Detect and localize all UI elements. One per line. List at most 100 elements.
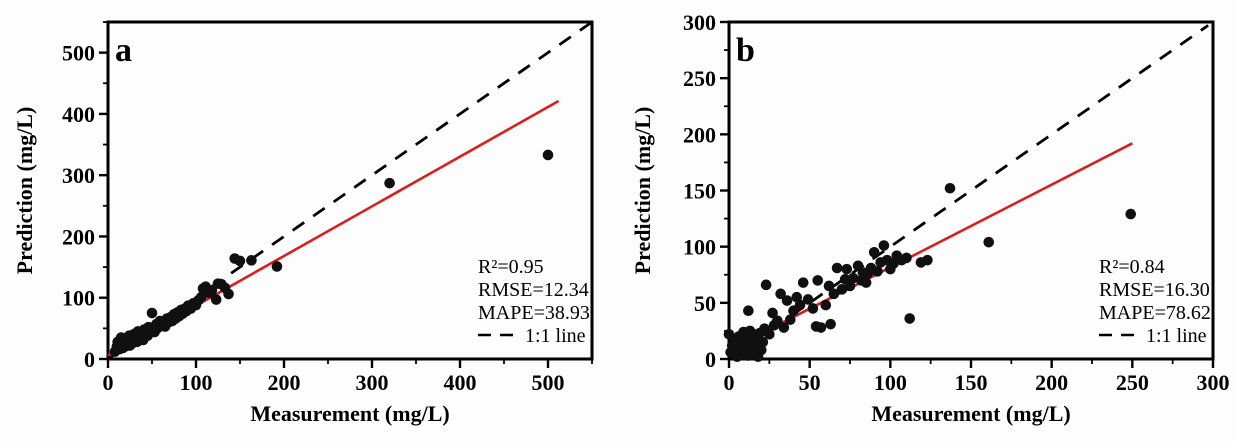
data-point [878, 240, 890, 251]
data-point [778, 322, 790, 333]
scatter-points [723, 182, 1137, 363]
x-tick-label: 0 [724, 370, 735, 395]
rmse-value: RMSE=12.34 [478, 279, 589, 301]
x-tick-label: 200 [1035, 370, 1068, 395]
minor-ticks [724, 49, 1174, 364]
legend-line-label: 1:1 line [525, 325, 586, 347]
data-point [760, 279, 772, 291]
data-point [868, 246, 880, 258]
data-point [271, 261, 283, 272]
y-axis-title: Prediction (mg/L) [630, 107, 655, 275]
data-point [767, 307, 778, 319]
data-point [775, 288, 786, 300]
mape-value: MAPE=38.93 [478, 302, 590, 324]
y-tick-label: 200 [62, 224, 95, 249]
x-tick-label: 400 [444, 370, 477, 395]
legend-line-label: 1:1 line [1146, 325, 1207, 347]
data-point [542, 149, 554, 161]
x-tick-label: 500 [532, 370, 565, 395]
data-point [794, 299, 806, 311]
x-axis-title: Measurement (mg/L) [250, 401, 449, 426]
data-point [807, 303, 819, 314]
data-point [841, 263, 853, 275]
tick-labels: 0 100 200 300 400 500 0 100 200 300 400 500 [62, 41, 565, 395]
r-squared-value: R²=0.84 [1099, 256, 1165, 278]
scatter-points [109, 149, 554, 357]
data-point [815, 322, 827, 333]
identity-line [728, 24, 1209, 361]
y-tick-label: 300 [62, 163, 95, 188]
x-tick-label: 150 [955, 370, 988, 395]
rmse-value: RMSE=16.30 [1099, 279, 1210, 301]
data-point [210, 294, 222, 305]
data-point [764, 328, 775, 340]
data-point [944, 182, 956, 194]
y-tick-label: 0 [84, 347, 95, 372]
data-point [146, 307, 158, 319]
data-point [860, 277, 872, 288]
y-tick-label: 0 [705, 347, 716, 372]
x-tick-label: 0 [103, 370, 114, 395]
data-point [802, 294, 814, 305]
y-tick-label: 150 [683, 179, 716, 204]
data-point [755, 344, 767, 356]
data-point [195, 291, 207, 303]
data-point [1125, 208, 1137, 220]
panel-a-chart: 0 100 200 300 400 500 0 100 200 300 400 500 Measurem… [12, 20, 594, 426]
y-tick-label: 300 [683, 10, 716, 35]
data-point [757, 336, 769, 348]
data-point [812, 275, 824, 286]
data-point [831, 262, 843, 274]
y-tick-label: 50 [694, 291, 716, 316]
panel-b-chart: 0 50 100 150 200 250 300 0 50 100 150 200 250 300 Meas… [630, 10, 1230, 426]
x-tick-label: 300 [1197, 370, 1230, 395]
panel-b: 0 50 100 150 200 250 300 0 50 100 150 200 250 300 Meas… [618, 0, 1236, 442]
data-point [823, 280, 835, 292]
tick-labels: 0 50 100 150 200 250 300 0 50 100 150 200 250 300 [683, 10, 1230, 395]
major-ticks [99, 51, 550, 368]
data-point [234, 255, 246, 267]
x-tick-label: 200 [268, 370, 301, 395]
data-point [772, 315, 783, 327]
y-axis-title: Prediction (mg/L) [12, 107, 37, 275]
x-tick-label: 50 [799, 370, 821, 395]
y-tick-label: 400 [62, 102, 95, 127]
data-point [797, 277, 809, 288]
data-point [922, 254, 933, 266]
x-tick-label: 100 [180, 370, 213, 395]
x-tick-label: 300 [356, 370, 389, 395]
r-squared-value: R²=0.95 [478, 256, 544, 278]
data-point [836, 284, 848, 295]
data-point [872, 266, 883, 277]
data-point [223, 288, 234, 300]
fit-line [728, 142, 1133, 352]
panel-letter: b [736, 32, 755, 69]
y-tick-label: 250 [683, 66, 716, 91]
panel-letter: a [115, 32, 132, 69]
data-point [206, 285, 218, 296]
data-point [901, 252, 912, 264]
plot-box [106, 20, 594, 361]
x-tick-label: 100 [874, 370, 907, 395]
data-point [781, 295, 793, 306]
major-ticks [720, 20, 1215, 368]
data-point [785, 314, 796, 325]
data-point [384, 177, 395, 189]
y-tick-label: 100 [62, 286, 95, 311]
minor-ticks [103, 21, 593, 364]
data-point [847, 272, 859, 284]
x-tick-label: 250 [1116, 370, 1149, 395]
data-point [825, 318, 836, 330]
y-tick-label: 200 [683, 122, 716, 147]
x-axis-title: Measurement (mg/L) [871, 401, 1070, 426]
y-tick-label: 500 [62, 41, 95, 66]
mape-value: MAPE=78.62 [1099, 302, 1211, 324]
y-tick-label: 100 [683, 235, 716, 260]
data-point [246, 255, 257, 266]
data-point [828, 288, 840, 300]
data-point [743, 305, 754, 316]
data-point [983, 236, 995, 248]
